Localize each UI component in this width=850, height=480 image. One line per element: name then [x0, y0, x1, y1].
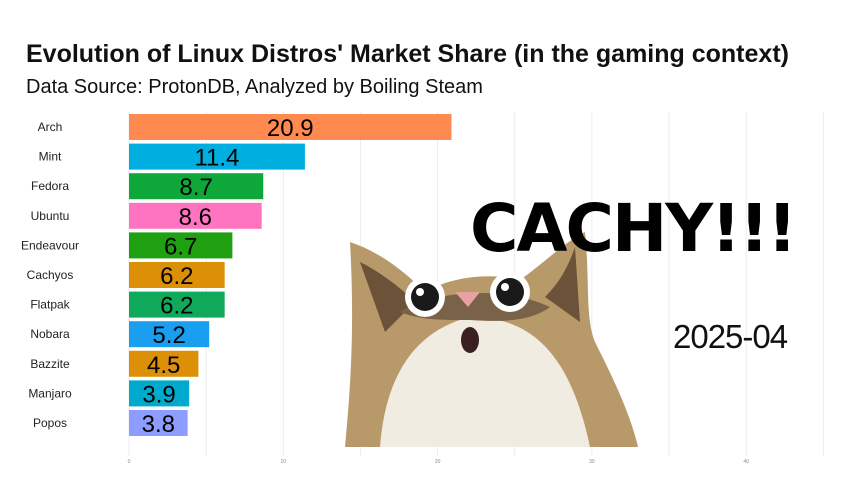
chart-title: Evolution of Linux Distros' Market Share… — [26, 40, 789, 68]
data-label: 6.7 — [164, 233, 197, 260]
category-label: Popos — [33, 416, 67, 430]
x-tick-label: 0 — [128, 459, 131, 465]
x-tick-label: 10 — [281, 459, 287, 465]
data-label: 5.2 — [152, 322, 185, 349]
category-label: Bazzite — [30, 357, 70, 371]
category-label: Manjaro — [28, 386, 72, 400]
category-label: Cachyos — [27, 268, 74, 282]
bar-manjaro — [129, 380, 190, 407]
data-label: 6.2 — [160, 263, 193, 290]
category-label: Ubuntu — [31, 209, 70, 223]
bar-endeavour — [129, 232, 233, 259]
category-label: Nobara — [30, 327, 70, 341]
bar-cachyos — [129, 262, 225, 288]
surprised-cat-image — [345, 232, 638, 447]
data-label: 6.2 — [160, 293, 193, 320]
x-tick-label: 40 — [743, 459, 749, 465]
data-label: 3.9 — [142, 381, 175, 408]
data-label: 4.5 — [147, 352, 180, 379]
bar-fedora — [129, 173, 264, 200]
overlay-caption: CACHY!!! — [470, 190, 797, 267]
data-label: 8.6 — [179, 204, 212, 231]
category-label: Mint — [39, 150, 62, 164]
bar-popos — [129, 410, 188, 436]
x-tick-label: 30 — [589, 459, 595, 465]
bar-flatpak — [129, 291, 225, 318]
bar-ubuntu — [129, 202, 262, 229]
bar-bazzite — [129, 350, 199, 377]
category-label: Fedora — [31, 179, 69, 193]
bar-nobara — [129, 321, 210, 348]
data-label: 11.4 — [194, 145, 239, 172]
category-label: Flatpak — [30, 298, 70, 312]
x-tick-label: 20 — [435, 459, 441, 465]
chart-subtitle: Data Source: ProtonDB, Analyzed by Boili… — [26, 76, 483, 98]
data-label: 3.8 — [142, 411, 175, 438]
category-label: Endeavour — [21, 238, 79, 252]
bar-arch — [129, 114, 452, 140]
data-label: 20.9 — [267, 115, 314, 142]
period-label: 2025-04 — [673, 318, 788, 355]
data-label: 8.7 — [179, 174, 212, 201]
category-label: Arch — [38, 120, 63, 134]
bar-mint — [129, 143, 305, 170]
